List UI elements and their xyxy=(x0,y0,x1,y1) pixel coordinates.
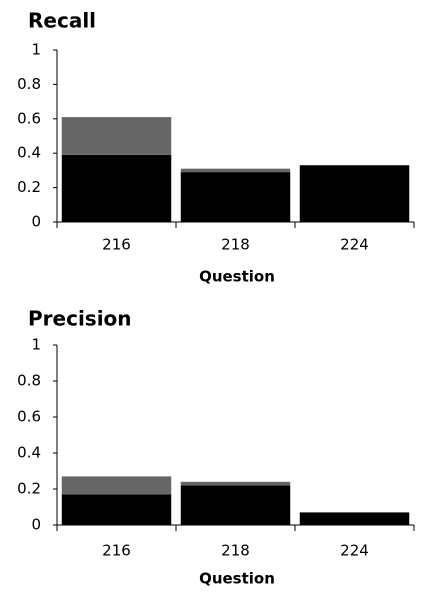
bar-segment xyxy=(61,154,172,222)
x-axis-label: Question xyxy=(199,570,275,588)
x-axis-label: Question xyxy=(199,268,275,286)
y-tick-label: 0.2 xyxy=(17,480,41,498)
y-tick-label: 0.8 xyxy=(17,75,41,93)
y-tick-label: 0.6 xyxy=(17,109,41,127)
y-tick-label: 0.6 xyxy=(17,408,41,426)
bar-segment xyxy=(180,481,291,486)
y-tick-label: 0.4 xyxy=(17,144,41,162)
bar-segment xyxy=(180,485,291,525)
y-tick-label: 0.4 xyxy=(17,444,41,462)
y-tick-label: 1 xyxy=(31,336,41,354)
x-tick-label: 224 xyxy=(340,236,369,254)
x-tick-label: 224 xyxy=(340,542,369,560)
y-tick-label: 1 xyxy=(31,41,41,59)
chart-title: Recall xyxy=(28,9,96,33)
x-tick-label: 218 xyxy=(221,236,250,254)
bar-segment xyxy=(61,117,172,155)
bar-segment xyxy=(299,512,410,525)
bar-segment xyxy=(61,476,172,495)
y-tick-label: 0 xyxy=(31,516,41,534)
chart-title: Precision xyxy=(28,307,132,331)
x-tick-label: 218 xyxy=(221,542,250,560)
bar-segment xyxy=(61,494,172,525)
y-tick-label: 0.2 xyxy=(17,178,41,196)
y-tick-label: 0.8 xyxy=(17,372,41,390)
y-tick-label: 0 xyxy=(31,213,41,231)
bar-segment xyxy=(299,165,410,222)
x-tick-label: 216 xyxy=(102,542,131,560)
bar-segment xyxy=(180,168,291,173)
x-tick-label: 216 xyxy=(102,236,131,254)
bar-segment xyxy=(180,172,291,222)
